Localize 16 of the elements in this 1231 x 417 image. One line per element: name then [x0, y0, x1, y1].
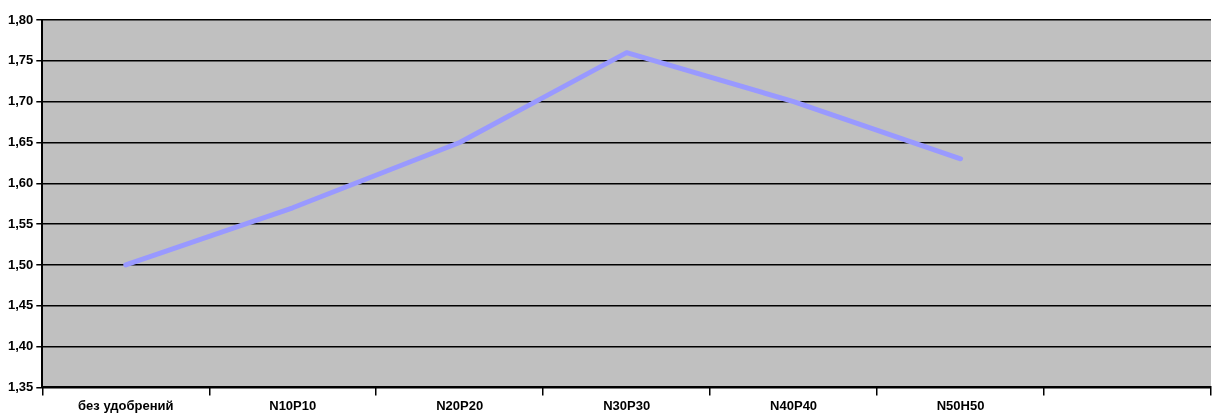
y-tick-label: 1,35: [7, 378, 34, 394]
x-tick-label: N30P30: [603, 397, 651, 413]
x-tick-label: без удобрений: [78, 397, 174, 413]
y-tick-label: 1,60: [7, 174, 34, 190]
y-tick-label: 1,55: [7, 215, 34, 231]
y-tick-label: 1,45: [7, 297, 34, 313]
x-tick-label: N20P20: [436, 397, 484, 413]
y-tick-label: 1,50: [7, 256, 34, 272]
y-tick-label: 1,80: [7, 11, 34, 27]
x-tick-label: N40P40: [770, 397, 818, 413]
x-tick-label: N10P10: [269, 397, 317, 413]
y-tick-label: 1,65: [7, 134, 34, 150]
y-tick-label: 1,40: [7, 338, 34, 354]
y-tick-label: 1,70: [7, 93, 34, 109]
y-tick-label: 1,75: [7, 52, 34, 68]
x-tick-label: N50H50: [936, 397, 985, 413]
